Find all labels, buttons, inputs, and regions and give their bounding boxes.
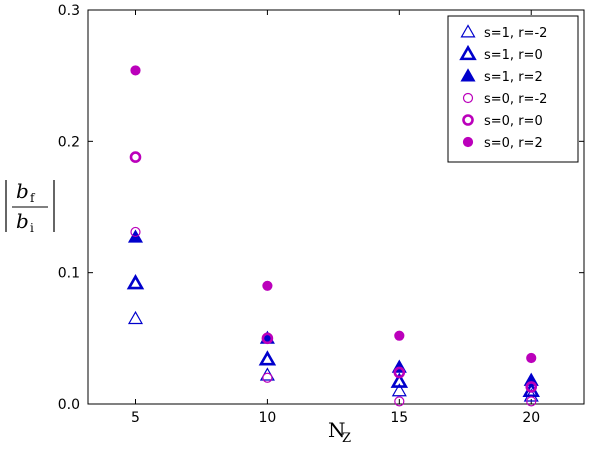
x-tick-label: 15: [390, 410, 408, 426]
x-axis-label-main: N: [328, 418, 346, 442]
legend-entry-label: s=1, r=0: [484, 48, 543, 63]
legend-triangle-marker: [460, 68, 476, 82]
circle-point: [525, 381, 538, 393]
legend-circle-marker: [462, 136, 474, 148]
triangle-point: [127, 310, 144, 325]
legend-entry-label: s=0, r=0: [484, 114, 543, 129]
circle-point: [526, 352, 537, 364]
circle-point: [129, 151, 142, 163]
y-label-numerator: b: [16, 179, 29, 203]
circle-point: [394, 396, 405, 407]
legend-triangle-marker: [459, 44, 477, 61]
y-label-numerator-sub: f: [30, 191, 36, 205]
y-tick-label: 0.0: [58, 397, 80, 413]
triangle-point: [390, 372, 409, 388]
legend-circle-marker: [462, 92, 474, 104]
x-tick-label: 5: [131, 410, 140, 426]
circle-point: [526, 396, 537, 407]
legend-entry-label: s=1, r=-2: [484, 26, 547, 41]
x-axis-label: N Z: [328, 418, 351, 446]
triangle-point: [126, 274, 145, 290]
y-label-denominator-sub: i: [30, 221, 34, 235]
triangle-point: [258, 350, 277, 366]
y-tick-label: 0.2: [58, 134, 80, 150]
x-axis-label-sub: Z: [342, 431, 351, 446]
legend-entry-label: s=0, r=2: [484, 136, 543, 151]
circle-point: [262, 372, 273, 383]
circle-point: [394, 330, 405, 341]
legend-circle-marker: [462, 114, 474, 126]
axis-ticks: 5 10 15 20 0.0 0.1 0.2 0.3: [58, 3, 584, 426]
legend-entry-label: s=1, r=2: [484, 70, 543, 85]
y-label-denominator: b: [16, 209, 29, 233]
legend-triangle-marker: [460, 24, 476, 38]
circle-point: [261, 332, 274, 345]
y-tick-label: 0.1: [58, 266, 80, 282]
y-tick-label: 0.3: [58, 3, 80, 19]
y-axis-label: b f b i: [5, 179, 55, 235]
x-tick-label: 20: [522, 410, 540, 426]
circle-point: [130, 65, 141, 76]
x-tick-label: 10: [258, 410, 276, 426]
legend: s=1, r=-2 s=1, r=0 s=1, r=2 s=0, r=-2 s=0, r…: [447, 15, 579, 163]
circle-point: [393, 366, 406, 379]
legend-entry-label: s=0, r=-2: [484, 92, 547, 107]
circle-point: [262, 280, 273, 291]
data-points: [126, 65, 540, 407]
triangle-point: [391, 383, 407, 397]
circle-point: [130, 226, 141, 238]
